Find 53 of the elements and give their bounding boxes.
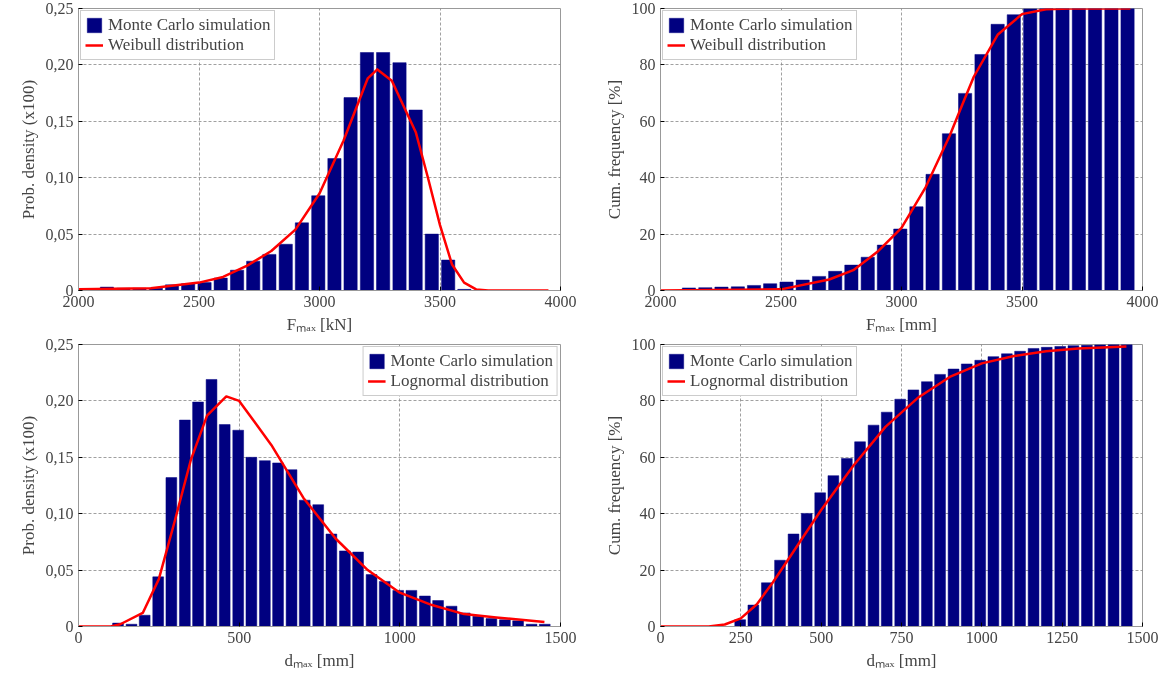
y-axis-title: Cum. frequency [%] (604, 415, 624, 556)
y-tick-label: 0,20 (45, 392, 74, 410)
y-tick-label: 100 (631, 0, 656, 17)
x-tick-label: 4000 (1126, 292, 1159, 310)
x-tick-label: 2500 (183, 292, 215, 310)
x-axis-title: dₘₐₓ [mm] (866, 650, 937, 670)
y-tick-label: 80 (639, 392, 656, 410)
y-tick-label: 20 (639, 225, 656, 243)
y-tick-label: 0,15 (45, 448, 74, 466)
y-axis-title: Cum. frequency [%] (604, 79, 624, 220)
x-tick-label: 1500 (1126, 628, 1159, 646)
x-tick-label: 1500 (544, 628, 577, 646)
x-axis-title: Fₘₐₓ [kN] (286, 314, 353, 334)
legend-label: Weibull distribution (108, 35, 245, 55)
y-tick-label: 60 (639, 448, 656, 466)
x-tick-label: 1250 (1046, 628, 1079, 646)
x-tick-label: 250 (728, 628, 753, 646)
x-tick-label: 1000 (383, 628, 416, 646)
legend-label: Lognormal distribution (690, 371, 849, 391)
y-tick-label: 60 (639, 112, 656, 130)
x-tick-label: 4000 (544, 292, 577, 310)
y-axis-title: Prob. density (x100) (18, 79, 38, 220)
y-tick-label: 0,25 (45, 0, 74, 17)
x-tick-label: 1000 (965, 628, 998, 646)
x-axis-title: Fₘₐₓ [mm] (865, 314, 938, 334)
y-tick-label: 0,05 (45, 561, 74, 579)
x-tick-label: 750 (889, 628, 914, 646)
legend-label: Monte Carlo simulation (390, 351, 553, 371)
x-tick-label: 500 (809, 628, 834, 646)
y-tick-label: 0,25 (45, 336, 74, 353)
y-tick-label: 0,05 (45, 225, 74, 243)
y-tick-label: 40 (639, 169, 656, 187)
legend-label: Monte Carlo simulation (108, 15, 271, 35)
x-tick-label: 3000 (303, 292, 336, 310)
y-tick-label: 80 (639, 56, 656, 74)
y-tick-label: 100 (631, 336, 656, 353)
legend-label: Monte Carlo simulation (690, 15, 853, 35)
y-tick-label: 0,15 (45, 112, 74, 130)
legend-label: Weibull distribution (690, 35, 827, 55)
x-tick-label: 3500 (424, 292, 456, 310)
x-tick-label: 3000 (885, 292, 918, 310)
legend-label: Monte Carlo simulation (690, 351, 853, 371)
y-tick-label: 0,20 (45, 56, 74, 74)
x-axis-title: dₘₐₓ [mm] (284, 650, 355, 670)
x-tick-label: 500 (227, 628, 252, 646)
y-tick-label: 0,10 (45, 505, 74, 523)
y-tick-label: 20 (639, 561, 656, 579)
legend-label: Lognormal distribution (390, 371, 549, 391)
x-tick-label: 2500 (765, 292, 797, 310)
y-tick-label: 40 (639, 505, 656, 523)
y-tick-label: 0,10 (45, 169, 74, 187)
y-axis-title: Prob. density (x100) (18, 415, 38, 556)
x-tick-label: 3500 (1006, 292, 1038, 310)
